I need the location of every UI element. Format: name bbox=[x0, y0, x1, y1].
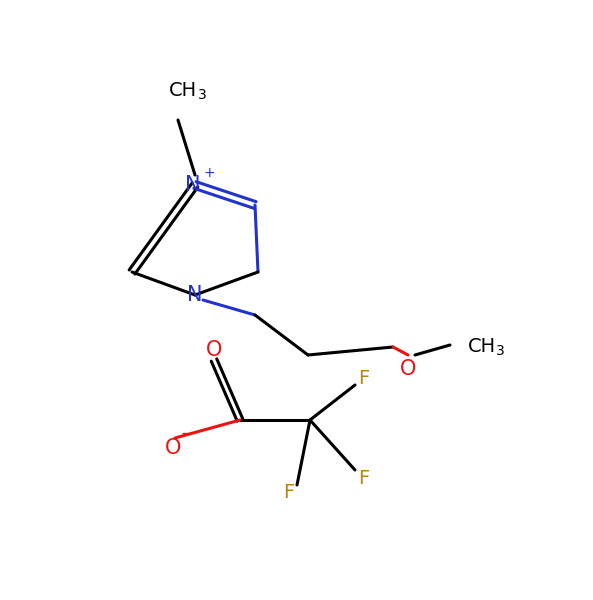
Text: N: N bbox=[187, 285, 203, 305]
Text: −: − bbox=[181, 425, 193, 440]
Text: O: O bbox=[206, 340, 222, 360]
Text: F: F bbox=[283, 484, 295, 503]
Text: CH: CH bbox=[468, 337, 496, 355]
Text: +: + bbox=[203, 166, 215, 180]
Text: O: O bbox=[400, 359, 416, 379]
Text: F: F bbox=[358, 370, 369, 389]
Text: O: O bbox=[165, 438, 181, 458]
Text: 3: 3 bbox=[496, 344, 505, 358]
Text: F: F bbox=[358, 469, 369, 487]
Text: CH: CH bbox=[169, 80, 197, 100]
Text: 3: 3 bbox=[197, 88, 206, 102]
Text: N: N bbox=[185, 175, 201, 195]
